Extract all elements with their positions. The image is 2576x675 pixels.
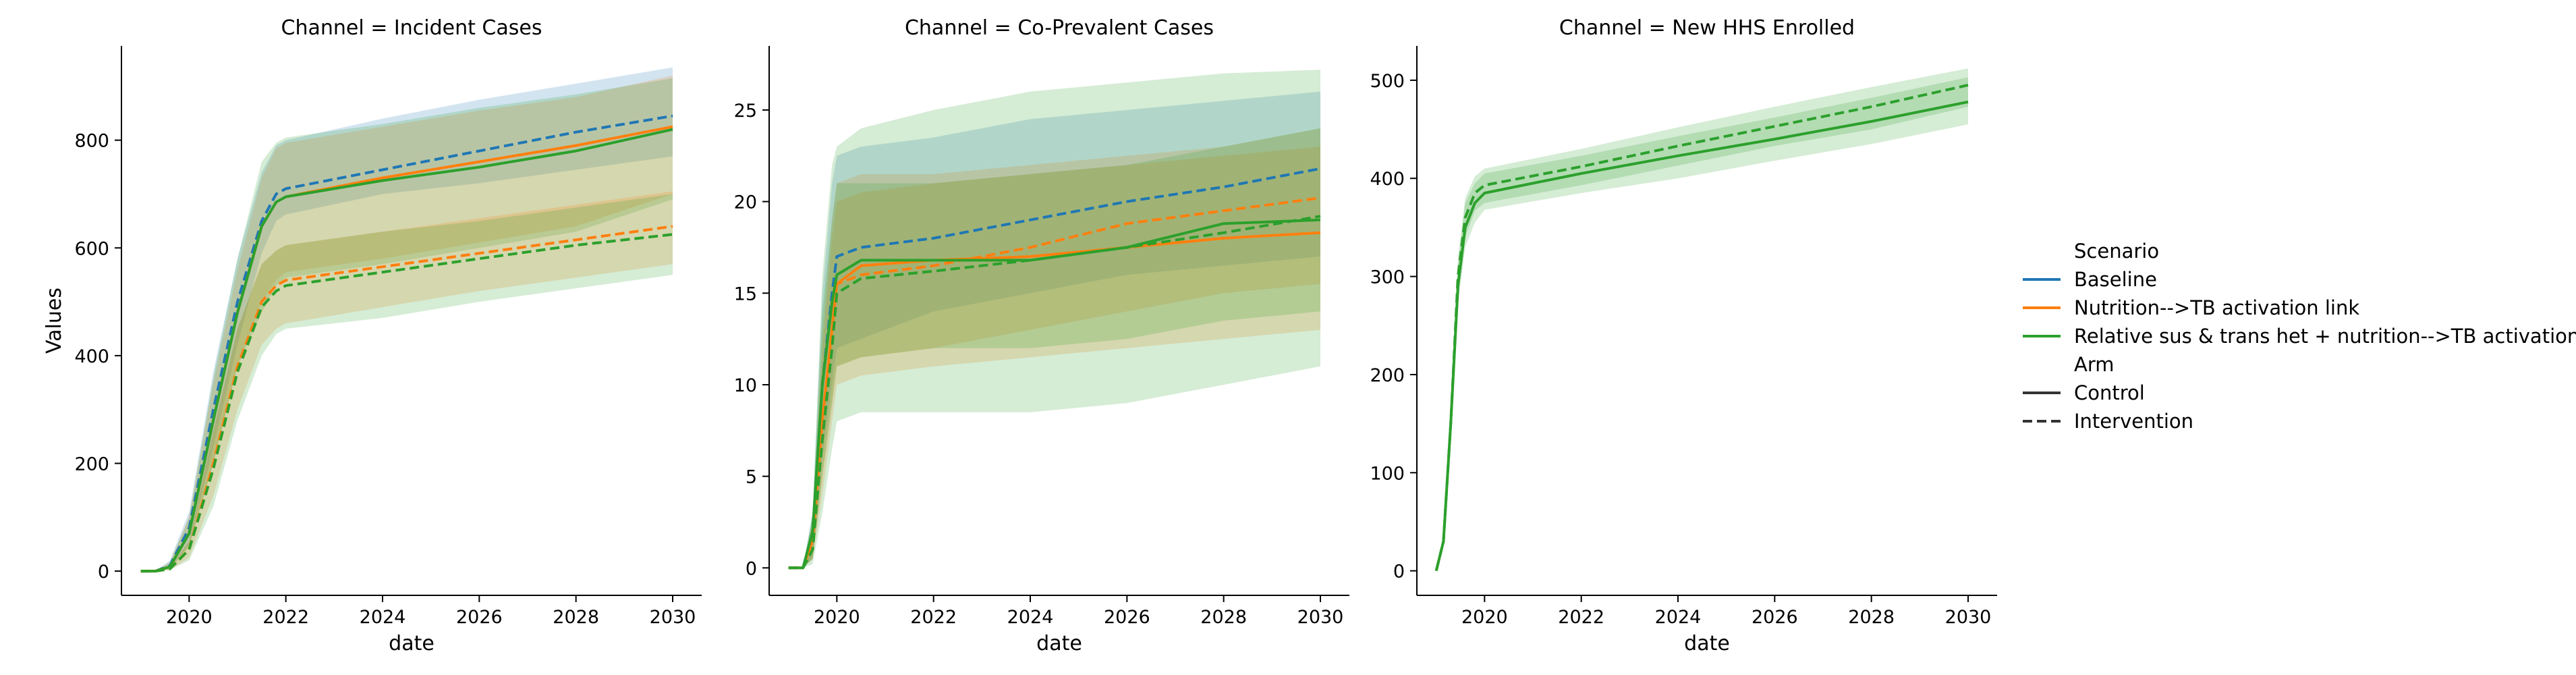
y-tick-label: 300	[1370, 267, 1405, 288]
panel-2: Channel = Co-Prevalent Cases 2020 2022 2024…	[734, 16, 1349, 655]
band-3	[788, 128, 1320, 568]
x-tick-label: 2026	[1104, 607, 1150, 628]
x-tick-label: 2030	[650, 607, 696, 628]
legend-item-label: Relative sus & trans het + nutrition-->T…	[2074, 325, 2576, 348]
y-tick-label: 15	[734, 284, 757, 304]
x-tick-label: 2020	[1461, 607, 1508, 628]
series-line-5	[140, 233, 673, 573]
y-tick-label: 800	[74, 131, 109, 152]
x-tick-label: 2020	[166, 607, 213, 628]
x-tick-label: 2026	[1752, 607, 1798, 628]
x-tick-label: 2020	[814, 607, 860, 628]
y-tick-label: 200	[74, 454, 109, 475]
series-line-4	[788, 218, 1321, 570]
series-line-2	[788, 196, 1321, 570]
band-1	[1436, 77, 1968, 571]
legend-item-label: Baseline	[2074, 268, 2157, 291]
panel-title: Channel = Incident Cases	[281, 16, 542, 40]
legend: Scenario Baseline Nutrition-->TB activatio…	[2023, 240, 2576, 433]
x-tick-label: 2030	[1297, 607, 1344, 628]
panel-title: Channel = New HHS Enrolled	[1559, 16, 1855, 40]
y-tick-label: 5	[746, 467, 757, 488]
legend-scenario-title: Scenario	[2074, 240, 2159, 263]
confidence-bands	[1436, 68, 1968, 571]
legend-arm-title: Arm	[2074, 353, 2115, 376]
y-axis-label: Values	[43, 288, 66, 354]
series-lines	[140, 114, 673, 573]
band-4	[788, 128, 1320, 568]
panel-title: Channel = Co-Prevalent Cases	[905, 16, 1214, 40]
band-3	[140, 78, 673, 572]
y-tick-label: 25	[734, 101, 757, 122]
x-tick-label: 2028	[1200, 607, 1247, 628]
band-2	[1436, 68, 1968, 571]
y-tick-label: 0	[1393, 562, 1405, 583]
x-tick-label: 2022	[910, 607, 957, 628]
legend-item-label: Nutrition-->TB activation link	[2074, 296, 2359, 319]
series-line-3	[140, 128, 673, 573]
x-tick-label: 2022	[1558, 607, 1604, 628]
series-line-2	[1434, 84, 1969, 572]
panel-3: Channel = New HHS Enrolled 2020 2022 2024 20…	[1370, 16, 1997, 655]
x-tick-label: 2026	[456, 607, 503, 628]
series-line-3	[788, 231, 1321, 570]
x-tick-label: 2030	[1945, 607, 1992, 628]
legend-item-label: Intervention	[2074, 410, 2193, 433]
panel-1: Channel = Incident Cases 2020 2022 2024 2026…	[43, 16, 702, 655]
confidence-bands	[788, 70, 1320, 568]
series-lines	[788, 167, 1321, 570]
y-tick-label: 0	[98, 562, 109, 583]
y-tick-label: 400	[1370, 169, 1405, 190]
band-1	[140, 67, 673, 572]
series-line-5	[788, 215, 1321, 570]
y-tick-label: 200	[1370, 365, 1405, 386]
legend-item-label: Control	[2074, 381, 2145, 404]
band-2	[788, 146, 1320, 568]
x-tick-label: 2024	[1007, 607, 1054, 628]
x-axis-label: date	[389, 632, 435, 655]
y-tick-label: 400	[74, 346, 109, 367]
x-tick-label: 2024	[360, 607, 406, 628]
y-tick-label: 500	[1370, 71, 1405, 92]
x-tick-label: 2028	[553, 607, 599, 628]
x-tick-label: 2028	[1848, 607, 1895, 628]
chart-panels: Channel = Incident Cases 2020 2022 2024 2026…	[43, 16, 1997, 655]
x-axis-label: date	[1036, 632, 1082, 655]
x-tick-label: 2024	[1655, 607, 1702, 628]
y-tick-label: 600	[74, 238, 109, 259]
series-lines	[1434, 84, 1969, 572]
y-tick-label: 10	[734, 375, 757, 396]
y-tick-label: 20	[734, 192, 757, 213]
band-1	[788, 91, 1320, 568]
y-tick-label: 100	[1370, 463, 1405, 484]
band-5	[788, 70, 1320, 568]
y-tick-label: 0	[746, 558, 757, 579]
x-axis-label: date	[1684, 632, 1730, 655]
x-tick-label: 2022	[262, 607, 309, 628]
